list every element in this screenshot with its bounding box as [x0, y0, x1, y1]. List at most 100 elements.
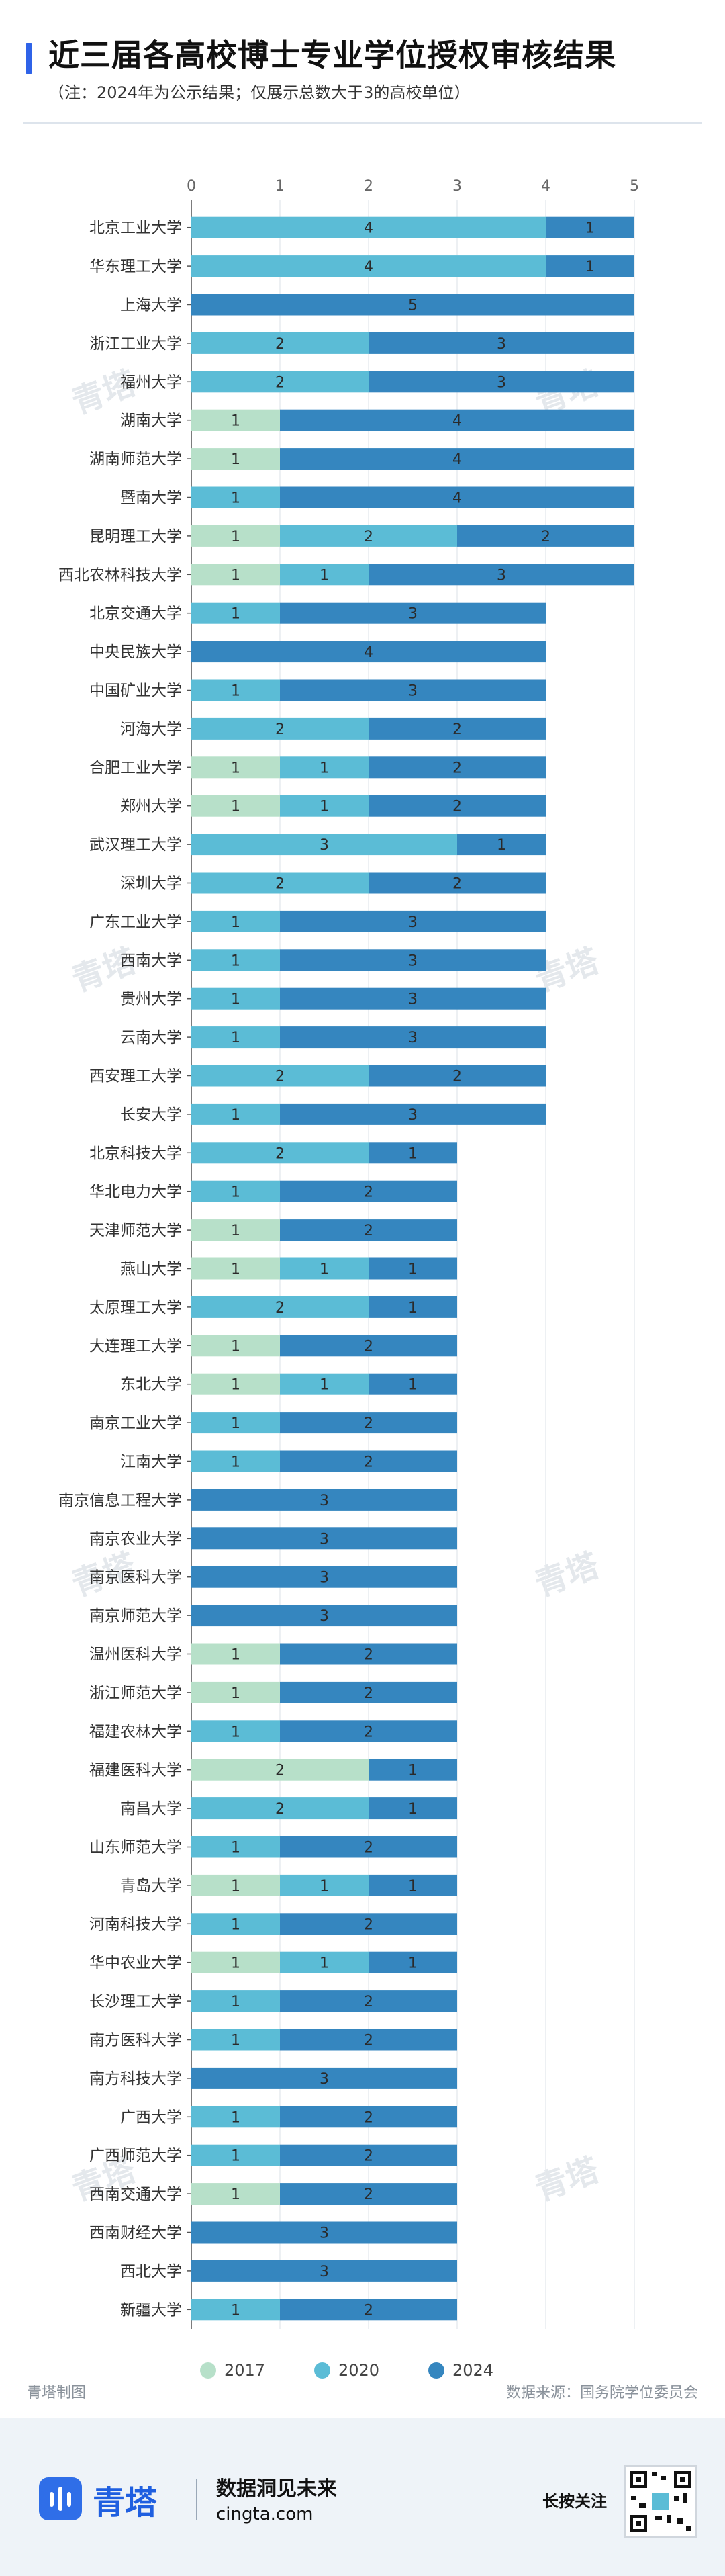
bar-value-label: 2: [364, 1994, 373, 2010]
bar-segment-2020: [280, 1874, 369, 1896]
bar-value-label: 3: [408, 1107, 418, 1124]
bar-segment-2024: [280, 1103, 546, 1125]
bar-value-label: 2: [452, 799, 462, 815]
x-tick-label: 3: [452, 178, 462, 195]
bar-value-label: 3: [408, 991, 418, 1008]
bar-segment-2020: [280, 525, 457, 547]
bar-segment-2024: [191, 1566, 457, 1588]
bar-value-label: 1: [320, 799, 329, 815]
bar-value-label: 1: [231, 1724, 240, 1740]
bar-value-label: 2: [364, 1840, 373, 1857]
category-label: 西安理工大学: [89, 1068, 182, 1085]
category-label: 云南大学: [120, 1029, 182, 1047]
bar-segment-2020: [191, 679, 280, 701]
bar-segment-2020: [191, 1142, 369, 1164]
category-label: 东北大学: [120, 1376, 182, 1394]
bar-value-label: 2: [364, 2109, 373, 2126]
bar-value-label: 2: [364, 2302, 373, 2319]
category-label: 武汉理工大学: [89, 836, 182, 854]
bar-segment-2017: [191, 1951, 280, 1973]
category-label: 西北大学: [120, 2263, 182, 2280]
bar-segment-2020: [191, 216, 546, 238]
qr-code-icon[interactable]: [624, 2465, 697, 2538]
bar-segment-2024: [369, 1759, 457, 1781]
category-label: 浙江工业大学: [89, 335, 182, 353]
category-label: 北京工业大学: [89, 220, 182, 237]
bar-value-label: 1: [320, 1377, 329, 1394]
category-label: 福建农林大学: [89, 1723, 182, 1740]
bar-segment-2024: [191, 2221, 457, 2244]
legend-label: 2024: [452, 2361, 493, 2380]
x-tick-label: 0: [187, 178, 196, 195]
bar-value-label: 3: [320, 2071, 329, 2088]
category-label: 长沙理工大学: [89, 1993, 182, 2010]
bar-segment-2024: [369, 872, 546, 894]
category-label: 西南交通大学: [89, 2186, 182, 2203]
bar-segment-2017: [191, 1257, 280, 1280]
bar-value-label: 3: [408, 606, 418, 623]
bar-segment-2024: [280, 1219, 457, 1241]
bar-value-label: 1: [408, 1300, 418, 1317]
bar-segment-2024: [369, 332, 634, 354]
brand-website[interactable]: cingta.com: [216, 2504, 313, 2524]
bar-value-label: 1: [408, 1955, 418, 1972]
footer-separator: [196, 2479, 197, 2520]
bar-value-label: 1: [231, 567, 240, 584]
bar-segment-2020: [191, 255, 546, 277]
bar-value-label: 1: [231, 1955, 240, 1972]
category-label: 大连理工大学: [89, 1337, 182, 1355]
category-label: 昆明理工大学: [89, 528, 182, 545]
bar-value-label: 3: [408, 1030, 418, 1047]
logo-bars-icon: [50, 2487, 71, 2511]
bar-value-label: 3: [320, 1570, 329, 1587]
page-subtitle: （注：2024年为公示结果；仅展示总数大于3的高校单位）: [48, 83, 471, 102]
category-label: 西南大学: [120, 952, 182, 969]
bar-value-label: 1: [231, 1338, 240, 1355]
category-label: 暨南大学: [120, 490, 182, 507]
header-divider: [23, 122, 702, 124]
bar-segment-2024: [369, 717, 546, 740]
bar-segment-2020: [191, 486, 280, 508]
bar-value-label: 2: [452, 721, 462, 738]
category-label: 上海大学: [120, 297, 182, 314]
bar-segment-2020: [191, 2029, 280, 2051]
category-label: 西南财经大学: [89, 2225, 182, 2242]
bar-segment-2024: [191, 1489, 457, 1511]
bar-value-label: 3: [497, 567, 506, 584]
bar-value-label: 1: [497, 837, 506, 854]
bar-value-label: 1: [231, 1415, 240, 1432]
footer: 青塔 数据洞见未来 cingta.com 长按关注: [0, 2418, 725, 2576]
bar-value-label: 2: [275, 1801, 285, 1818]
bar-segment-2024: [280, 1681, 457, 1703]
bar-value-label: 2: [364, 2033, 373, 2049]
brand-name: 青塔: [93, 2484, 158, 2522]
bar-segment-2024: [369, 1296, 457, 1318]
bar-segment-2024: [369, 564, 634, 586]
category-label: 华中农业大学: [89, 1955, 182, 1972]
bar-value-label: 2: [364, 1685, 373, 1702]
category-label: 北京交通大学: [89, 605, 182, 623]
category-label: 天津师范大学: [89, 1222, 182, 1239]
bar-value-label: 2: [275, 1145, 285, 1162]
bar-segment-2024: [191, 1605, 457, 1627]
bar-value-label: 1: [231, 1647, 240, 1664]
bar-value-label: 3: [320, 1531, 329, 1548]
bar-segment-2024: [369, 1373, 457, 1395]
bar-segment-2024: [280, 1643, 457, 1665]
category-label: 青岛大学: [120, 1877, 182, 1895]
category-label: 南京医科大学: [89, 1569, 182, 1587]
bar-value-label: 1: [585, 259, 595, 275]
bar-segment-2020: [191, 987, 280, 1010]
legend: 2017 2020 2024: [200, 2361, 493, 2380]
category-label: 南京工业大学: [89, 1415, 182, 1432]
bar-segment-2017: [191, 525, 280, 547]
bar-segment-2020: [191, 371, 369, 393]
bar-value-label: 2: [452, 760, 462, 776]
bar-value-label: 1: [408, 1261, 418, 1278]
bar-segment-2024: [280, 949, 546, 971]
bar-value-label: 1: [408, 1763, 418, 1779]
bar-segment-2024: [280, 987, 546, 1010]
bar-value-label: 3: [408, 683, 418, 700]
bar-segment-2024: [280, 679, 546, 701]
bar-value-label: 1: [231, 2186, 240, 2203]
